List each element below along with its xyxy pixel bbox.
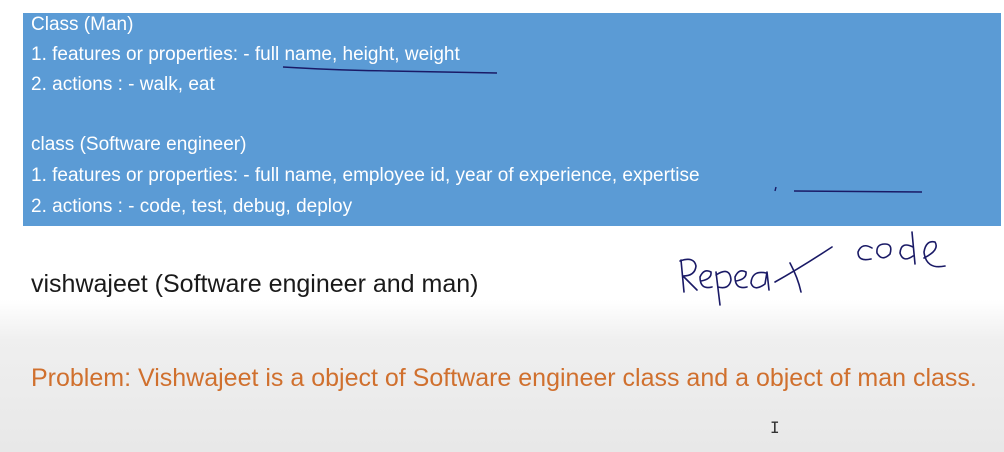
text-cursor-icon: I xyxy=(770,418,780,437)
class-definitions-box: Class (Man) 1. features or properties: -… xyxy=(23,13,1001,226)
man-features-line: 1. features or properties: - full name, … xyxy=(31,44,460,65)
repeat-code-handwriting xyxy=(679,231,946,306)
software-engineer-features-line: 1. features or properties: - full name, … xyxy=(31,165,700,186)
class-software-engineer-heading: class (Software engineer) xyxy=(31,134,247,155)
software-engineer-actions-line: 2. actions : - code, test, debug, deploy xyxy=(31,196,353,217)
class-man-heading: Class (Man) xyxy=(31,14,134,35)
subject-line: vishwajeet (Software engineer and man) xyxy=(31,270,479,298)
problem-statement: Problem: Vishwajeet is a object of Softw… xyxy=(31,364,977,392)
man-actions-line: 2. actions : - walk, eat xyxy=(31,74,215,95)
